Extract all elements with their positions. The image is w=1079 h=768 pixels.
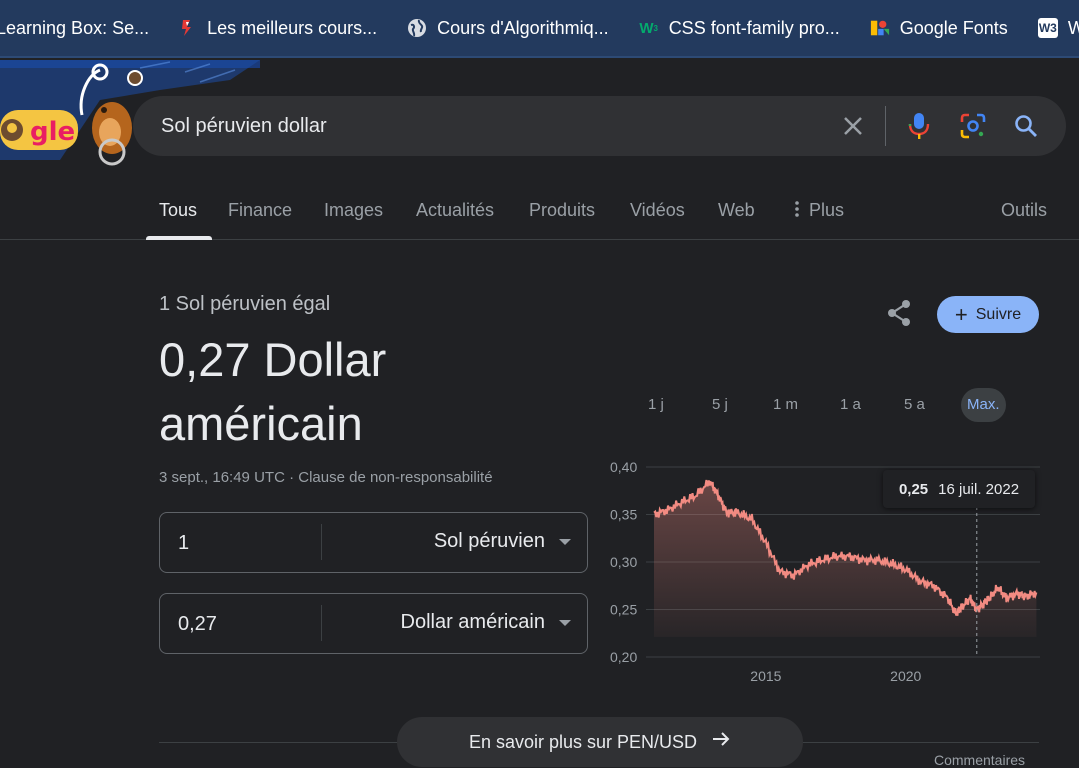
tab-plus-label: Plus [809,200,845,220]
from-currency-row: 1 Sol péruvien [159,512,588,573]
w3schools-icon: W3 [1037,18,1058,38]
search-divider [885,106,886,146]
y-tick-label: 0,35 [610,507,637,523]
result-line-2: américain [159,397,363,450]
bookmark-learning-box[interactable]: Learning Box: Se... [0,18,149,39]
to-currency-row: 0,27 Dollar américain [159,593,588,654]
search-tabs: Tous Finance Images Actualités Produits … [0,180,1079,240]
globe-icon [407,18,427,38]
arrow-right-icon [711,729,731,755]
follow-button[interactable]: + Suivre [937,296,1039,333]
field-separator [321,524,322,560]
lens-camera-icon[interactable] [957,110,989,142]
from-amount-input[interactable]: 1 [178,532,190,554]
bookmark-cours-algo[interactable]: Cours d'Algorithmiq... [407,18,609,39]
field-separator [321,605,322,641]
bookmark-label: Les meilleurs cours... [207,17,378,38]
google-doodle-logo[interactable]: gle [0,60,260,170]
x-tick-label: 2015 [750,668,781,684]
active-tab-indicator [146,236,212,240]
tab-produits[interactable]: Produits [529,200,596,220]
timestamp: 3 sept., 16:49 UTC [159,469,285,486]
feedback-link[interactable]: Commentaires [934,752,1026,768]
range-5j[interactable]: 5 j [712,396,728,413]
search-input[interactable]: Sol péruvien dollar [161,115,327,137]
learn-more-button[interactable]: En savoir plus sur PEN/USD [397,717,803,767]
to-currency-select[interactable]: Dollar américain [400,611,546,633]
microphone-icon[interactable] [903,110,935,142]
disclaimer-link[interactable]: Clause de non-responsabilité [298,469,493,486]
bookmarks-bar: Learning Box: Se... Les meilleurs cours.… [0,0,1079,58]
bookmark-red-icon [177,18,197,38]
bookmark-label: Learning Box: Se... [0,17,150,38]
range-5a[interactable]: 5 a [904,396,925,413]
result-line-1: 0,27 Dollar [159,333,387,386]
bookmark-label: CSS font-family pro... [668,17,840,38]
bookmark-label: Cours d'Algorithmiq... [437,17,609,38]
meta-separator: · [284,469,299,486]
y-tick-label: 0,20 [610,649,637,665]
chevron-down-icon[interactable] [559,620,571,626]
tab-web[interactable]: Web [718,200,755,220]
range-1a[interactable]: 1 a [840,396,861,413]
range-1m[interactable]: 1 m [773,396,799,413]
currency-converter-card: 1 Sol péruvien égal 0,27 Dollar américai… [0,240,1079,768]
tab-outils[interactable]: Outils [1001,200,1048,220]
equals-label: 1 Sol péruvien égal [159,293,331,315]
range-1j[interactable]: 1 j [648,396,664,413]
chevron-down-icon[interactable] [559,539,571,545]
bookmark-label: World [1068,18,1079,39]
bookmark-meilleurs-cours[interactable]: Les meilleurs cours... [177,18,377,39]
x-tick-label: 2020 [890,668,921,684]
conversion-result: 0,27 Dollar américain [159,328,559,456]
bookmark-label: Google Fonts [899,17,1008,38]
tab-videos[interactable]: Vidéos [630,200,685,220]
svg-text:gle: gle [30,117,75,147]
tab-plus[interactable]: Plus [795,200,844,222]
y-tick-label: 0,40 [610,459,637,475]
chart-tooltip: 0,25 16 juil. 2022 [883,470,1035,508]
clear-icon[interactable] [837,110,869,142]
tooltip-date: 16 juil. 2022 [938,480,1020,498]
y-tick-label: 0,30 [610,554,637,570]
from-currency-select[interactable]: Sol péruvien [433,530,545,552]
to-amount-input[interactable]: 0,27 [178,613,217,635]
plus-icon: + [954,301,968,327]
bookmark-world[interactable]: W3 World [1037,18,1079,39]
tab-tous[interactable]: Tous [159,200,198,220]
more-vert-icon [795,200,799,222]
y-tick-label: 0,25 [610,602,637,618]
timestamp-line: 3 sept., 16:49 UTC · Clause de non-respo… [159,469,493,486]
tooltip-value: 0,25 [898,480,929,498]
follow-label: Suivre [975,305,1022,323]
search-bar[interactable]: Sol péruvien dollar [133,96,1066,156]
range-max[interactable]: Max. [961,388,1006,422]
series-line [653,479,1038,617]
learn-more-label: En savoir plus sur PEN/USD [468,731,698,752]
search-icon[interactable] [1010,110,1042,142]
exchange-rate-chart[interactable]: 0,20 0,25 0,30 0,35 0,40 2015 2020 [600,450,1060,690]
share-icon[interactable] [884,298,914,328]
tab-finance[interactable]: Finance [228,200,293,220]
tab-actualites[interactable]: Actualités [416,200,495,220]
bookmark-google-fonts[interactable]: Google Fonts [870,18,1008,39]
google-fonts-icon [870,18,890,38]
search-header: gle Sol péruvien dollar [0,60,1079,180]
tab-images[interactable]: Images [324,200,384,220]
